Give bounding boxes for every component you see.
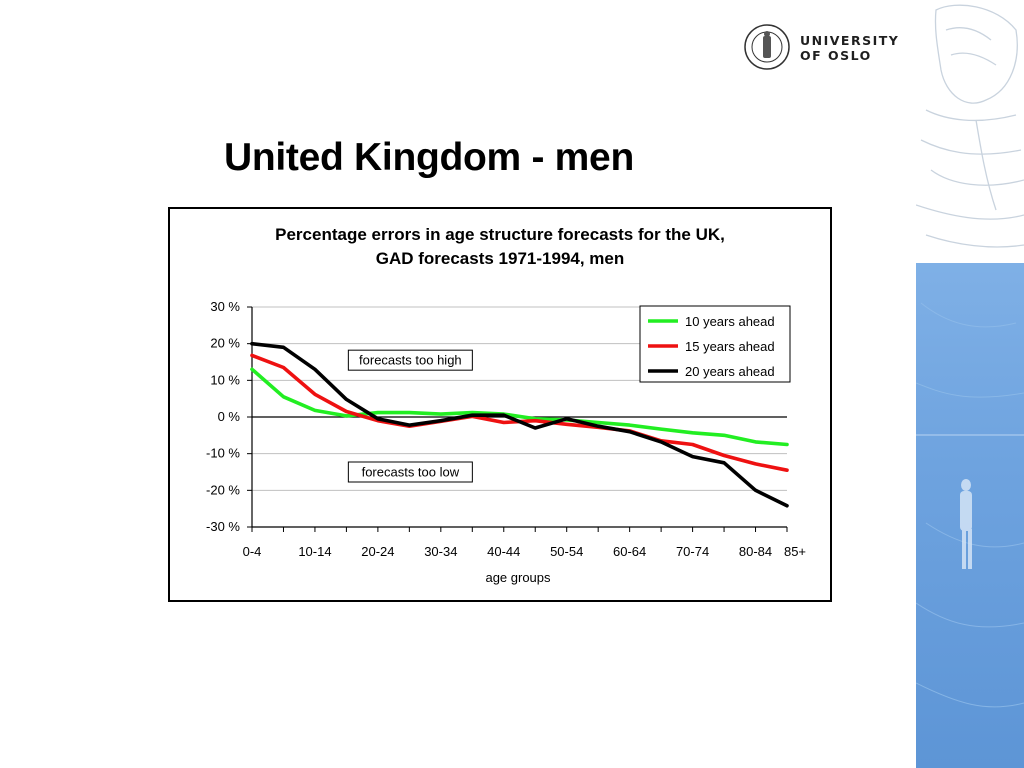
y-tick-label: 10 %: [210, 372, 240, 387]
annotation-box: forecasts too high: [347, 349, 473, 371]
x-tick-label: 80-84: [739, 544, 772, 559]
annotation-text: forecasts too low: [362, 465, 460, 480]
x-tick-label: 0-4: [243, 544, 262, 559]
x-axis-title: age groups: [485, 570, 551, 585]
y-tick-label: -10 %: [206, 446, 240, 461]
chart-frame: Percentage errors in age structure forec…: [168, 207, 832, 602]
statue-sketch-icon: [916, 4, 1024, 248]
side-band-sketch-area: [916, 0, 1024, 263]
logo-line-2: OF OSLO: [800, 48, 872, 63]
y-tick-label: 20 %: [210, 336, 240, 351]
annotation-border: [347, 349, 473, 371]
university-seal-icon: [744, 24, 790, 70]
x-tick-label: 50-54: [550, 544, 583, 559]
y-tick-label: -20 %: [206, 482, 240, 497]
y-tick-label: -30 %: [206, 519, 240, 534]
x-tick-label: 30-34: [424, 544, 457, 559]
series-line-3: [250, 341, 789, 508]
y-tick-label: 30 %: [210, 299, 240, 314]
x-tick-label: 85+: [784, 544, 806, 559]
slide-title: United Kingdom - men: [224, 136, 634, 179]
annotation-border: [347, 461, 473, 483]
series-line-1: [250, 367, 789, 447]
legend-label: 10 years ahead: [685, 314, 775, 329]
line-chart: Percentage errors in age structure forec…: [206, 225, 806, 585]
legend-label: 20 years ahead: [685, 364, 775, 379]
x-tick-label: 40-44: [487, 544, 520, 559]
chart-title-line-1: Percentage errors in age structure forec…: [275, 225, 725, 244]
side-band-blue-area: [916, 102, 1024, 768]
x-tick-label: 60-64: [613, 544, 646, 559]
annotation-text: forecasts too high: [359, 353, 462, 368]
annotation-box: forecasts too low: [347, 461, 473, 483]
statue-photo-icon: [916, 102, 1024, 708]
university-logo: UNIVERSITY OF OSLO: [742, 22, 902, 74]
logo-line-1: UNIVERSITY: [800, 33, 900, 48]
legend-label: 15 years ahead: [685, 339, 775, 354]
x-tick-label: 10-14: [298, 544, 331, 559]
x-tick-label: 20-24: [361, 544, 394, 559]
chart-title-line-2: GAD forecasts 1971-1994, men: [376, 249, 625, 268]
decorative-side-band: [916, 0, 1024, 768]
x-tick-label: 70-74: [676, 544, 709, 559]
y-tick-label: 0 %: [218, 409, 241, 424]
